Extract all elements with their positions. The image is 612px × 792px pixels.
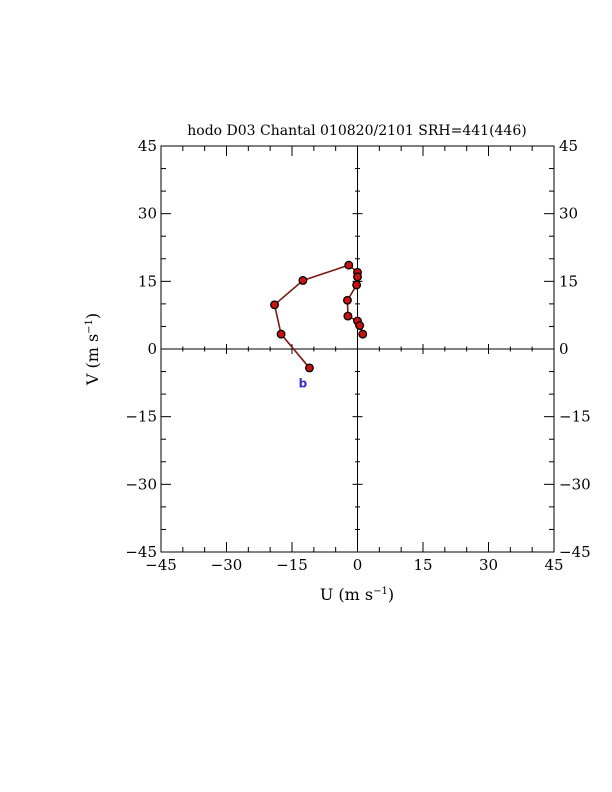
hodograph-point: [355, 321, 365, 330]
x-tick-label: 30: [479, 556, 498, 574]
y-tick-label-left: 45: [138, 137, 157, 155]
y-tick-label-right: 45: [559, 137, 578, 155]
chart-title: hodo D03 Chantal 010820/2101 SRH=441(446…: [187, 123, 526, 139]
x-tick-label: −15: [276, 556, 308, 574]
x-tick-label: −30: [211, 556, 243, 574]
y-tick-label-left: −30: [125, 475, 157, 493]
y-tick-label-right: 30: [559, 205, 578, 223]
y-axis-label: V (m s−1): [83, 313, 102, 386]
hodograph-point: [305, 363, 314, 373]
hodograph-point: [270, 300, 279, 310]
y-tick-label-left: 30: [138, 205, 157, 223]
hodograph-point: [358, 329, 368, 339]
x-tick-label: −45: [145, 556, 177, 574]
y-tick-label-right: −45: [559, 543, 591, 561]
y-tick-label-left: 0: [147, 340, 157, 358]
y-tick-label-left: −45: [125, 543, 157, 561]
y-tick-label-right: −30: [559, 475, 591, 493]
hodograph-point: [298, 275, 308, 285]
hodograph-point: [352, 280, 362, 290]
y-tick-label-left: −15: [125, 408, 157, 426]
tick-marks: [160, 145, 555, 553]
annotation-label: b: [299, 376, 308, 390]
y-tick-label-right: 0: [559, 340, 569, 358]
x-tick-label: 15: [413, 556, 432, 574]
y-tick-label-left: 15: [138, 272, 157, 290]
hodograph-point: [344, 260, 354, 270]
hodograph-point: [343, 311, 353, 321]
x-tick-label: 0: [353, 556, 363, 574]
hodograph-point: [353, 272, 362, 282]
x-tick-label: 45: [544, 556, 563, 574]
y-tick-label-right: −15: [559, 408, 591, 426]
hodograph-point: [343, 295, 352, 305]
hodograph-markers: [270, 260, 368, 373]
hodograph-point: [276, 329, 286, 339]
x-axis-label: U (m s−1): [320, 585, 394, 604]
y-tick-label-right: 15: [559, 272, 578, 290]
